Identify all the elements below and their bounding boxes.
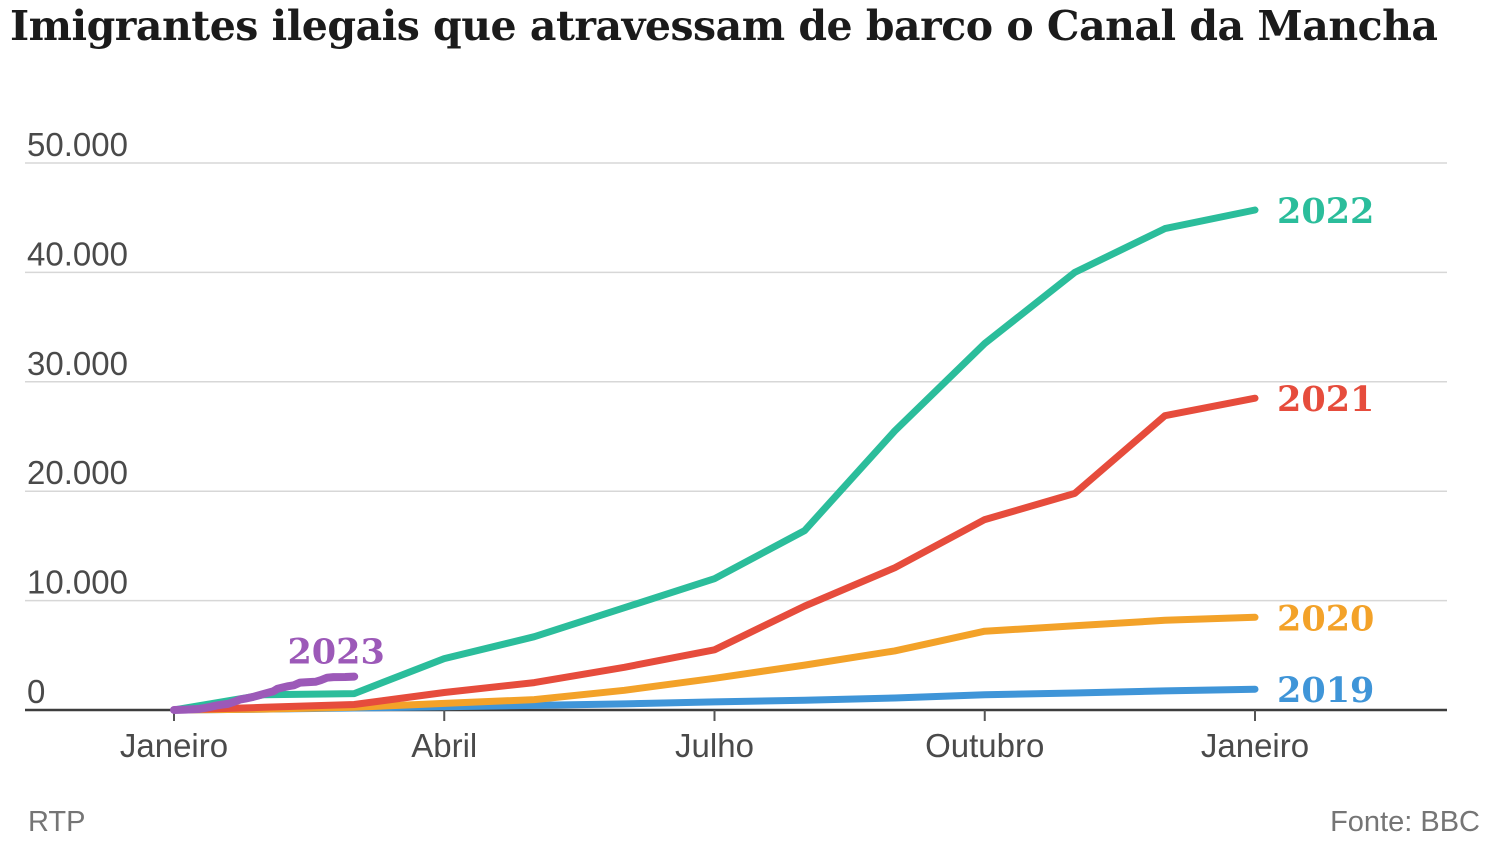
y-tick-label: 10.000 <box>27 564 128 601</box>
y-tick-label: 40.000 <box>27 235 128 272</box>
publisher-credit: RTP <box>28 806 86 838</box>
series-label-2022: 2022 <box>1277 191 1374 232</box>
series-line-2022 <box>170 206 1259 714</box>
series-label-2021: 2021 <box>1277 379 1374 420</box>
series-line-2023 <box>170 672 359 714</box>
x-tick-label: Julho <box>675 727 754 764</box>
series-label-2019: 2019 <box>1277 670 1374 711</box>
y-tick-label: 50.000 <box>27 126 128 163</box>
x-tick-label: Janeiro <box>120 727 228 764</box>
y-tick-label: 0 <box>27 673 45 710</box>
series-line-2021 <box>170 394 1259 714</box>
chart-title: Imigrantes ilegais que atravessam de bar… <box>10 2 1438 50</box>
x-tick-label: Outubro <box>925 727 1044 764</box>
source-credit: Fonte: BBC <box>1330 806 1480 838</box>
line-chart-area: 0 10.000 20.000 30.000 40.000 50.000 Janeiro Ab… <box>25 126 1447 764</box>
y-tick-label: 20.000 <box>27 454 128 491</box>
series-label-2020: 2020 <box>1277 598 1374 639</box>
series-label-2023: 2023 <box>287 632 384 673</box>
x-tick-label: Abril <box>411 727 477 764</box>
x-tick-label: Janeiro <box>1201 727 1309 764</box>
line-chart-svg: 0 10.000 20.000 30.000 40.000 50.000 Janeiro Ab… <box>25 126 1447 764</box>
y-tick-label: 30.000 <box>27 345 128 382</box>
